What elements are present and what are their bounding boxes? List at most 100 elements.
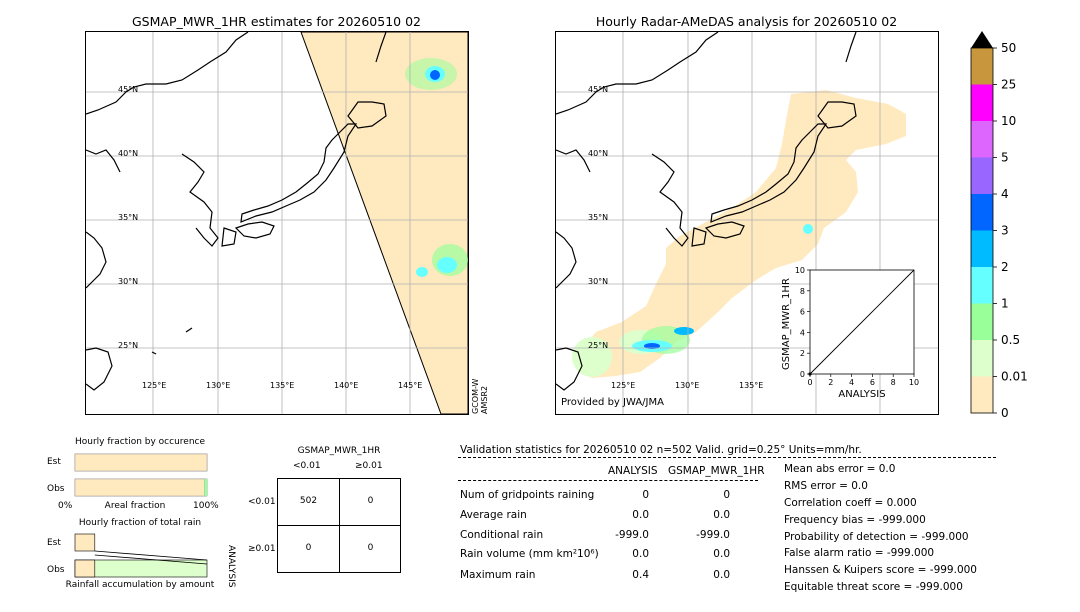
occurrence-bar — [74, 478, 205, 497]
right-map-grid — [556, 32, 938, 414]
validation-header-rule — [458, 480, 758, 481]
row-label: Average rain — [460, 509, 527, 521]
score-corr: Correlation coeff = 0.000 — [784, 497, 917, 509]
colorbar-segment — [971, 121, 993, 158]
satellite-line-1: GCOM-W — [471, 378, 480, 414]
left-map-canvas — [86, 32, 468, 414]
grid-hline — [278, 525, 400, 526]
left-lon-125: 125°E — [142, 381, 167, 390]
score-bias: Frequency bias = -999.000 — [784, 514, 926, 526]
total-rain-est-label: Est — [47, 538, 61, 548]
occurrence-obs-label: Obs — [47, 484, 65, 494]
contingency-row-axis: ANALYSIS — [226, 545, 236, 588]
inset-x-tick-label: 10 — [909, 378, 919, 387]
occurrence-x-left: 0% — [58, 501, 73, 511]
row-label: Conditional rain — [460, 529, 544, 541]
row-gsmap: 0 — [723, 489, 730, 501]
inset-y-tick-label: 0 — [800, 370, 805, 379]
score-mae: Mean abs error = 0.0 — [784, 463, 896, 475]
right-lat-35: 35°N — [588, 213, 609, 222]
rain-patch — [437, 257, 457, 273]
cell-r1c2: 0 — [367, 496, 374, 506]
satellite-label: GCOM-W AMSR2 — [471, 379, 489, 414]
row-analysis: 0.0 — [632, 548, 649, 560]
validation-dashed-rule — [458, 457, 996, 458]
total-rain-obs-first-class — [74, 559, 96, 578]
colorbar-segment — [971, 48, 993, 85]
left-lon-145: 145°E — [398, 381, 423, 390]
colorbar-segment — [971, 194, 993, 231]
occurrence-chart — [74, 453, 208, 497]
right-map — [555, 31, 939, 415]
inset-x-tick-label: 2 — [828, 378, 833, 387]
colorbar-tick-label: 0.01 — [1001, 370, 1028, 384]
contingency-row-1: <0.01 — [248, 497, 276, 507]
left-map-grid — [86, 32, 468, 414]
right-lon-125: 125°E — [611, 381, 636, 390]
row-gsmap: -999.0 — [696, 529, 730, 541]
validation-col-analysis: ANALYSIS — [608, 465, 658, 477]
colorbar-segment — [971, 376, 993, 413]
row-label: Num of gridpoints raining — [460, 489, 595, 501]
left-map-swath — [300, 32, 468, 414]
occurrence-x-right: 100% — [193, 501, 219, 511]
inset-y-tick-label: 10 — [795, 266, 805, 275]
row-label: Rain volume (mm km²10⁶) — [460, 548, 599, 560]
total-rain-obs-label: Obs — [47, 565, 65, 575]
row-label: Maximum rain — [460, 569, 536, 581]
cell-r1c1: 502 — [299, 496, 318, 506]
analysis-coverage — [578, 90, 906, 378]
colorbar: 50 25 10 5 4 3 2 1 0.5 0.01 0 — [970, 31, 1028, 420]
right-lat-45: 45°N — [588, 85, 609, 94]
row-gsmap: 0.0 — [713, 569, 730, 581]
contingency-col-2: ≥0.01 — [355, 461, 383, 471]
row-analysis: -999.0 — [615, 529, 649, 541]
right-lat-30: 30°N — [588, 277, 609, 286]
total-rain-xlabel: Rainfall accumulation by amount — [65, 580, 215, 590]
occurrence-bar — [74, 453, 208, 472]
colorbar-segment — [971, 303, 993, 340]
row-analysis: 0.0 — [632, 509, 649, 521]
left-map-coastline — [86, 32, 387, 391]
inset-x-tick-label: 8 — [891, 378, 896, 387]
left-map-title: GSMAP_MWR_1HR estimates for 20260510 02 — [132, 14, 421, 29]
colorbar-tick-label: 0 — [1001, 406, 1009, 420]
rain-patch — [430, 70, 440, 80]
rain-patch — [644, 343, 660, 349]
total-rain-est-bar — [74, 533, 96, 552]
colorbar-segment — [971, 84, 993, 121]
right-map-title: Hourly Radar-AMeDAS analysis for 2026051… — [595, 14, 898, 29]
colorbar-segment — [971, 230, 993, 267]
satellite-line-2: AMSR2 — [480, 385, 489, 414]
inset-y-tick-label: 6 — [800, 308, 805, 317]
left-lat-30: 30°N — [118, 277, 139, 286]
total-rain-chart — [74, 533, 208, 578]
rain-patch — [416, 267, 428, 277]
left-lat-35: 35°N — [118, 213, 139, 222]
left-lat-40: 40°N — [118, 149, 139, 158]
total-rain-connector — [94, 554, 208, 565]
occurrence-est-label: Est — [47, 457, 61, 467]
row-gsmap: 0.0 — [713, 548, 730, 560]
score-ets: Equitable threat score = -999.000 — [784, 581, 963, 593]
colorbar-tick-label: 4 — [1001, 187, 1009, 201]
colorbar-tick-label: 1 — [1001, 297, 1009, 311]
colorbar-tick-label: 0.5 — [1001, 333, 1020, 347]
rain-patch — [674, 327, 694, 335]
left-lat-45: 45°N — [118, 85, 139, 94]
contingency-grid: 502 0 0 0 — [277, 478, 401, 573]
contingency-title: GSMAP_MWR_1HR — [297, 446, 381, 456]
right-lat-40: 40°N — [588, 149, 609, 158]
inset-x-tick-label: 0 — [807, 378, 812, 387]
occurrence-xlabel: Areal fraction — [104, 501, 166, 511]
contingency-col-1: <0.01 — [293, 461, 321, 471]
colorbar-tick-label: 50 — [1001, 41, 1016, 55]
score-far: False alarm ratio = -999.000 — [784, 547, 935, 559]
inset-x-tick-label: 4 — [849, 378, 854, 387]
inset-y-tick-label: 8 — [800, 287, 805, 296]
colorbar-tick-label: 3 — [1001, 224, 1009, 238]
row-analysis: 0.4 — [632, 569, 649, 581]
right-lon-130: 130°E — [675, 381, 700, 390]
validation-col-gsmap: GSMAP_MWR_1HR — [668, 465, 765, 477]
right-lon-135: 135°E — [739, 381, 764, 390]
